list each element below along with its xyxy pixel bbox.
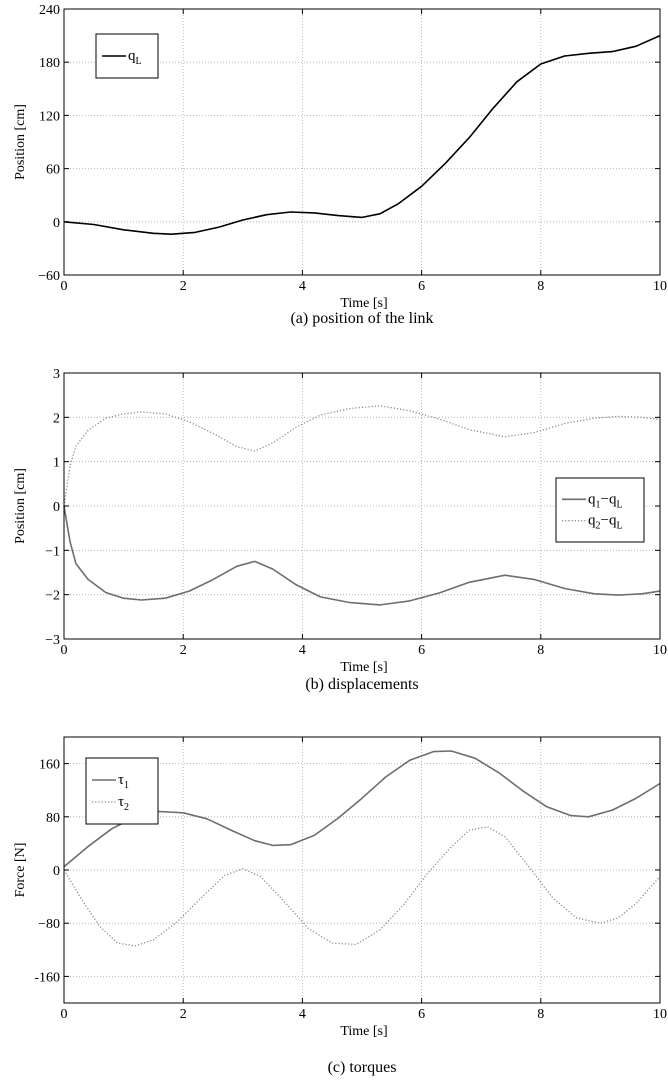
y-tick-label: 0: [53, 216, 60, 231]
y-axis-label: Position [cm]: [13, 104, 28, 180]
legend: q1−qL q2−qL: [555, 477, 645, 543]
y-tick-label: 80: [46, 811, 60, 826]
y-tick-label: 180: [39, 56, 60, 71]
legend-label-1: q1−qL: [588, 491, 623, 510]
series-line-1: [63, 505, 661, 606]
y-tick-label: 0: [53, 500, 60, 515]
x-tick-label: 0: [61, 1007, 68, 1022]
x-axis-label: Time [s]: [340, 660, 387, 675]
x-tick-label: 6: [418, 1007, 425, 1022]
x-tick-label: 10: [653, 1007, 667, 1022]
x-axis-label: Time [s]: [340, 296, 387, 311]
y-tick-label: 160: [39, 758, 60, 773]
x-tick-label: 4: [299, 1007, 306, 1022]
series-line-2: [63, 826, 661, 947]
panel-caption: (b) displacements: [305, 676, 418, 693]
panel-caption: (a) position of the link: [290, 310, 433, 327]
x-tick-label: 0: [61, 279, 68, 294]
y-tick-label: 60: [46, 163, 60, 178]
x-tick-label: 8: [537, 279, 544, 294]
legend-box: [555, 477, 645, 543]
y-tick-label: −1: [45, 544, 60, 559]
x-tick-label: 8: [537, 643, 544, 658]
legend-label-2: τ2: [118, 794, 129, 813]
y-tick-label: 2: [53, 411, 60, 426]
x-tick-label: 6: [418, 643, 425, 658]
legend-label-1: qL: [128, 48, 142, 67]
x-tick-label: 0: [61, 643, 68, 658]
x-tick-label: 10: [653, 279, 667, 294]
legend: qL: [95, 33, 159, 79]
panel-caption: (c) torques: [328, 1059, 397, 1076]
y-tick-label: −2: [45, 589, 60, 604]
y-axis-label: Position [cm]: [13, 468, 28, 544]
legend-label-1: τ1: [118, 772, 129, 791]
plot-frame: [63, 8, 661, 276]
y-tick-label: -160: [34, 970, 60, 985]
x-tick-label: 4: [299, 279, 306, 294]
y-tick-label: −80: [38, 917, 60, 932]
series-line-1: [63, 34, 661, 235]
legend-label-2: q2−qL: [588, 513, 623, 532]
y-tick-label: 240: [39, 3, 60, 18]
x-tick-label: 10: [653, 643, 667, 658]
y-tick-label: 120: [39, 109, 60, 124]
legend-box: [85, 757, 159, 825]
x-tick-label: 4: [299, 643, 306, 658]
x-tick-label: 6: [418, 279, 425, 294]
x-tick-label: 2: [180, 1007, 187, 1022]
y-tick-label: 1: [53, 456, 60, 471]
y-tick-label: 0: [53, 864, 60, 879]
series-line-2: [63, 405, 661, 507]
x-tick-label: 8: [537, 1007, 544, 1022]
x-axis-label: Time [s]: [340, 1024, 387, 1039]
x-tick-label: 2: [180, 279, 187, 294]
x-tick-label: 2: [180, 643, 187, 658]
chart-panel-2: 0 2 4 6 8 10 −3 −2 −1 0 1 2 3 Time [s] Position [cm] q1…: [13, 367, 667, 693]
y-tick-label: 3: [53, 367, 60, 382]
series-line-1: [63, 750, 661, 868]
y-axis-label: Force [N]: [13, 843, 28, 898]
y-tick-label: −60: [38, 269, 60, 284]
y-tick-label: −3: [45, 633, 60, 648]
